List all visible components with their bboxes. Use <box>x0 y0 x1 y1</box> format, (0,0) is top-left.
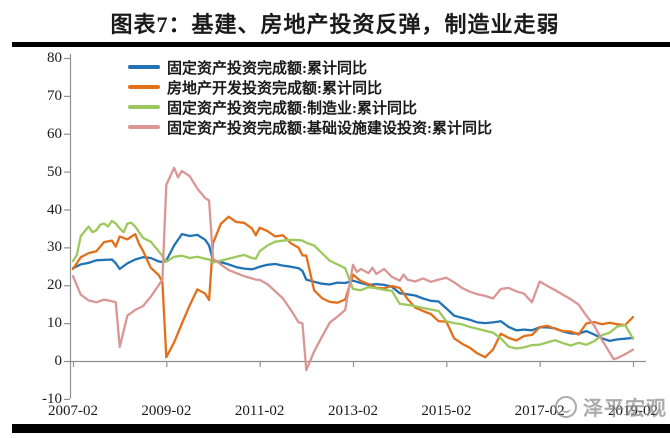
x-tick-label: 2011-02 <box>234 403 285 419</box>
series-line <box>71 215 635 359</box>
page-title: 图表7：基建、房地产投资反弹，制造业走弱 <box>110 12 560 37</box>
legend-item: 固定资产投资完成额:基础设施建设投资:累计同比 <box>128 117 492 137</box>
legend-item: 房地产开发投资完成额:累计同比 <box>128 77 492 97</box>
y-tick-label: 20 <box>47 277 62 294</box>
y-tick-label: 40 <box>47 201 62 218</box>
legend-line-icon <box>128 125 160 129</box>
legend-label: 固定资产投资完成额:制造业:累计同比 <box>167 100 417 117</box>
legend-item: 固定资产投资完成额:累计同比 <box>128 57 492 77</box>
y-tick-label: 30 <box>47 239 62 256</box>
legend-label: 房地产开发投资完成额:累计同比 <box>167 80 382 97</box>
y-tick-label: 0 <box>54 353 63 369</box>
y-tick-label: -10 <box>42 390 62 407</box>
series-line <box>71 219 635 350</box>
y-tick-label: 50 <box>47 163 62 180</box>
watermark: 泽平宏观 <box>555 392 667 421</box>
title-divider-bar <box>12 42 670 47</box>
series-line <box>71 166 635 372</box>
watermark-text: 泽平宏观 <box>583 398 667 420</box>
x-tick-label: 2017-02 <box>514 403 565 419</box>
legend-line-icon <box>128 85 160 89</box>
legend-label: 固定资产投资完成额:基础设施建设投资:累计同比 <box>167 120 492 137</box>
y-tick-label: 60 <box>47 125 62 142</box>
y-tick-label: 10 <box>47 315 62 332</box>
footer-bar <box>12 424 670 433</box>
x-tick-label: 2007-02 <box>48 403 98 419</box>
x-tick-label: 2015-02 <box>421 403 472 419</box>
x-tick-label: 2019-02 <box>608 403 658 419</box>
x-tick-label: 2013-02 <box>328 403 378 419</box>
legend-line-icon <box>128 65 160 69</box>
legend-item: 固定资产投资完成额:制造业:累计同比 <box>128 97 492 117</box>
series-line <box>71 232 635 343</box>
legend-line-icon <box>128 105 160 109</box>
x-tick-label: 2009-02 <box>141 403 192 419</box>
y-tick-label: 80 <box>47 50 62 66</box>
legend: 固定资产投资完成额:累计同比 房地产开发投资完成额:累计同比固定资产投资完成额:制… <box>128 57 492 137</box>
legend-label: 固定资产投资完成额:累计同比 <box>167 60 367 77</box>
watermark-logo-icon <box>555 395 577 418</box>
y-tick-label: 70 <box>47 87 62 104</box>
